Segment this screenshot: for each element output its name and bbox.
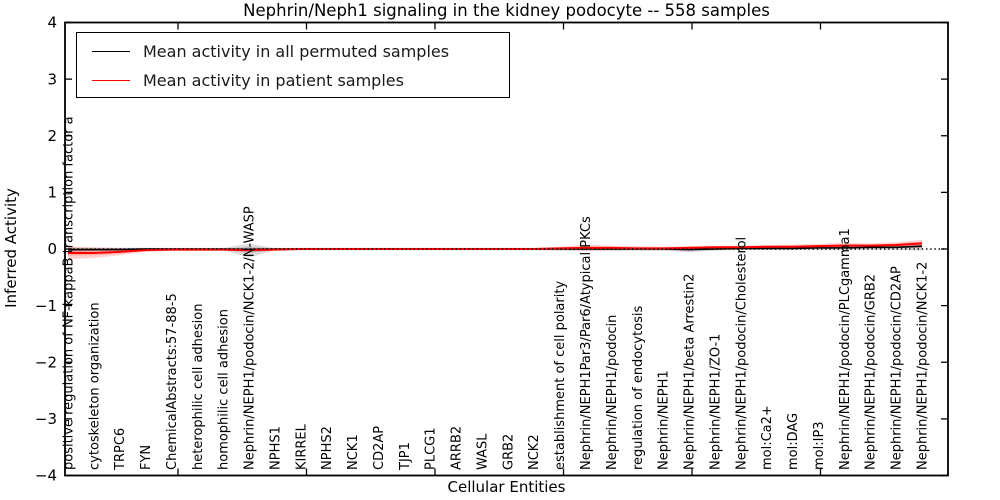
y-tick-label: 4 — [47, 14, 57, 32]
x-category-label: PLCG1 — [424, 427, 439, 470]
x-category-label: Nephrin/NEPH1/podocin/Cholesterol — [734, 237, 749, 470]
x-category-label: mol:Ca2+ — [760, 405, 775, 470]
x-category-label: Nephrin/NEPH1/podocin/PLCgamma1 — [838, 228, 853, 470]
x-axis-label: Cellular Entities — [447, 478, 566, 496]
y-tick-label: 3 — [47, 70, 57, 88]
y-tick-label: −1 — [35, 297, 57, 315]
x-category-label: cytoskeleton organization — [87, 302, 102, 470]
x-category-label: mol:DAG — [786, 413, 801, 470]
x-category-label: positive regulation of NF-kappaB transcr… — [61, 116, 76, 470]
axes-and-ticks: 4 3 2 1 0 −1 −2 −3 −4 — [35, 14, 949, 485]
x-category-label: Nephrin/NEPH1/ZO-1 — [708, 334, 723, 470]
x-category-label: FYN — [139, 445, 154, 470]
legend-item-permuted: Mean activity in all permuted samples — [77, 37, 509, 66]
x-category-label: TRPC6 — [113, 428, 128, 471]
chart-title: Nephrin/Neph1 signaling in the kidney po… — [243, 1, 770, 20]
legend-item-patient: Mean activity in patient samples — [77, 66, 509, 95]
legend-label-permuted: Mean activity in all permuted samples — [143, 42, 450, 61]
x-category-label: Nephrin/NEPH1Par3/Par6/Atypical PKCs — [579, 216, 594, 470]
x-category-label: Nephrin/NEPH1/podocin/GRB2 — [864, 274, 879, 470]
x-category-label: Nephrin/NEPH1/podocin/NCK1-2 — [915, 262, 930, 470]
x-category-label: NCK1 — [346, 434, 361, 470]
x-category-label: WASL — [475, 433, 490, 470]
x-category-label: Nephrin/NEPH1/podocin/NCK1-2/N-WASP — [243, 206, 258, 470]
patient-mean-line — [68, 242, 923, 254]
x-category-label: CD2AP — [372, 426, 387, 470]
patient-line-sample-icon — [92, 80, 130, 81]
x-category-label: NPHS2 — [320, 426, 335, 470]
x-category-label: Nephrin/NEPH1/podocin/CD2AP — [890, 266, 905, 470]
x-category-label: NPHS1 — [268, 426, 283, 470]
x-category-label: TJP1 — [398, 442, 413, 471]
y-tick-label: 1 — [47, 184, 57, 202]
x-category-labels: positive regulation of NF-kappaB transcr… — [61, 116, 930, 471]
y-axis-label: Inferred Activity — [2, 188, 20, 308]
x-category-label: establishment of cell polarity — [553, 281, 568, 470]
x-category-label: regulation of endocytosis — [631, 305, 646, 470]
permuted-line-sample-icon — [92, 51, 130, 52]
x-category-label: homophilic cell adhesion — [217, 309, 232, 470]
x-category-label: Nephrin/NEPH1/beta Arrestin2 — [683, 274, 698, 471]
x-category-label: KIRREL — [294, 423, 309, 470]
x-category-label: ARRB2 — [450, 426, 465, 470]
legend: Mean activity in all permuted samples Me… — [76, 32, 510, 98]
x-category-label: heterophilic cell adhesion — [191, 304, 206, 471]
x-category-label: mol:IP3 — [812, 421, 827, 470]
x-category-label: Nephrin/NEPH1/podocin — [605, 315, 620, 470]
x-category-label: GRB2 — [501, 434, 516, 470]
y-tick-label: 2 — [47, 127, 57, 145]
legend-label-patient: Mean activity in patient samples — [143, 71, 404, 90]
y-tick-label: −3 — [35, 410, 57, 428]
y-tick-label: −4 — [35, 467, 57, 485]
x-category-label: NCK2 — [527, 434, 542, 470]
x-category-label: ChemicalAbstracts:57-88-5 — [165, 293, 180, 470]
y-tick-label: −2 — [35, 353, 57, 371]
x-category-label: Nephrin/NEPH1 — [657, 370, 672, 470]
y-tick-label: 0 — [47, 240, 57, 258]
